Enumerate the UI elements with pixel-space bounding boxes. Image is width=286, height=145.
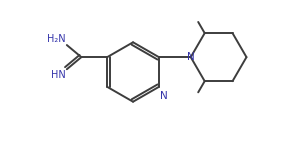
Text: H₂N: H₂N — [47, 34, 66, 44]
Text: N: N — [160, 91, 168, 101]
Text: N: N — [187, 52, 194, 62]
Text: HN: HN — [51, 70, 66, 80]
